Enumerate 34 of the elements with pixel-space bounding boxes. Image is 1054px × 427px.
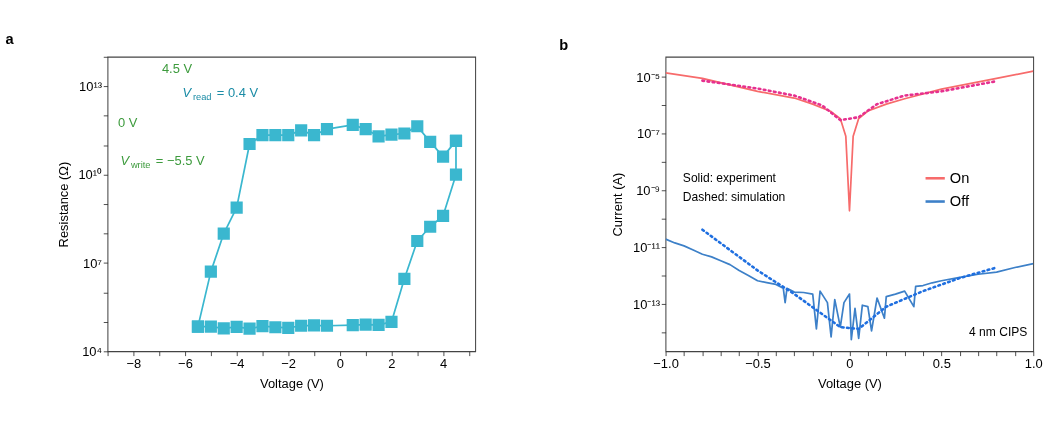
y-axis-title: Current (A) — [609, 172, 625, 237]
y-tick-label: 10⁷ — [83, 255, 103, 271]
y-tick-label: 10⁻⁹ — [636, 183, 661, 199]
y-tick-label: 10⁻¹³ — [633, 296, 661, 312]
annotation: 4.5 V — [161, 61, 193, 77]
x-tick-label: 0 — [846, 356, 854, 372]
x-tick-label: −4 — [229, 356, 245, 372]
x-tick-label: −6 — [178, 356, 193, 372]
x-tick-label: 0.5 — [932, 356, 951, 372]
legend-label: Off — [949, 192, 970, 209]
y-tick-label: 10¹⁰ — [78, 167, 103, 183]
y-axis-title: Resistance (Ω) — [55, 161, 71, 248]
y-tick-label: 10⁴ — [82, 344, 103, 360]
legend-label: On — [949, 169, 970, 186]
x-axis-title: Voltage (V) — [817, 375, 882, 391]
x-tick-label: 2 — [388, 356, 396, 372]
x-tick-label: 1.0 — [1024, 356, 1043, 372]
chart-title: b — [559, 36, 569, 53]
annotation: 0 V — [117, 114, 138, 130]
x-axis-title: Voltage (V) — [259, 375, 324, 391]
annotation: Solid: experiment — [682, 170, 777, 185]
y-tick-label: 10⁻⁵ — [636, 69, 661, 85]
y-tick-label: 10⁻⁷ — [637, 126, 661, 142]
x-tick-label: −1.0 — [653, 356, 679, 372]
annotation: Dashed: simulation — [682, 189, 786, 204]
annotation: 4 nm CIPS — [969, 324, 1028, 339]
x-tick-label: −2 — [281, 356, 297, 372]
y-tick-label: 10⁻¹¹ — [633, 239, 661, 255]
chart-title: a — [5, 30, 15, 47]
x-tick-label: 0 — [336, 356, 344, 372]
x-tick-label: −0.5 — [745, 356, 771, 372]
x-tick-label: 4 — [439, 356, 448, 372]
y-tick-label: 10¹³ — [79, 79, 103, 95]
x-tick-label: −8 — [126, 356, 142, 372]
